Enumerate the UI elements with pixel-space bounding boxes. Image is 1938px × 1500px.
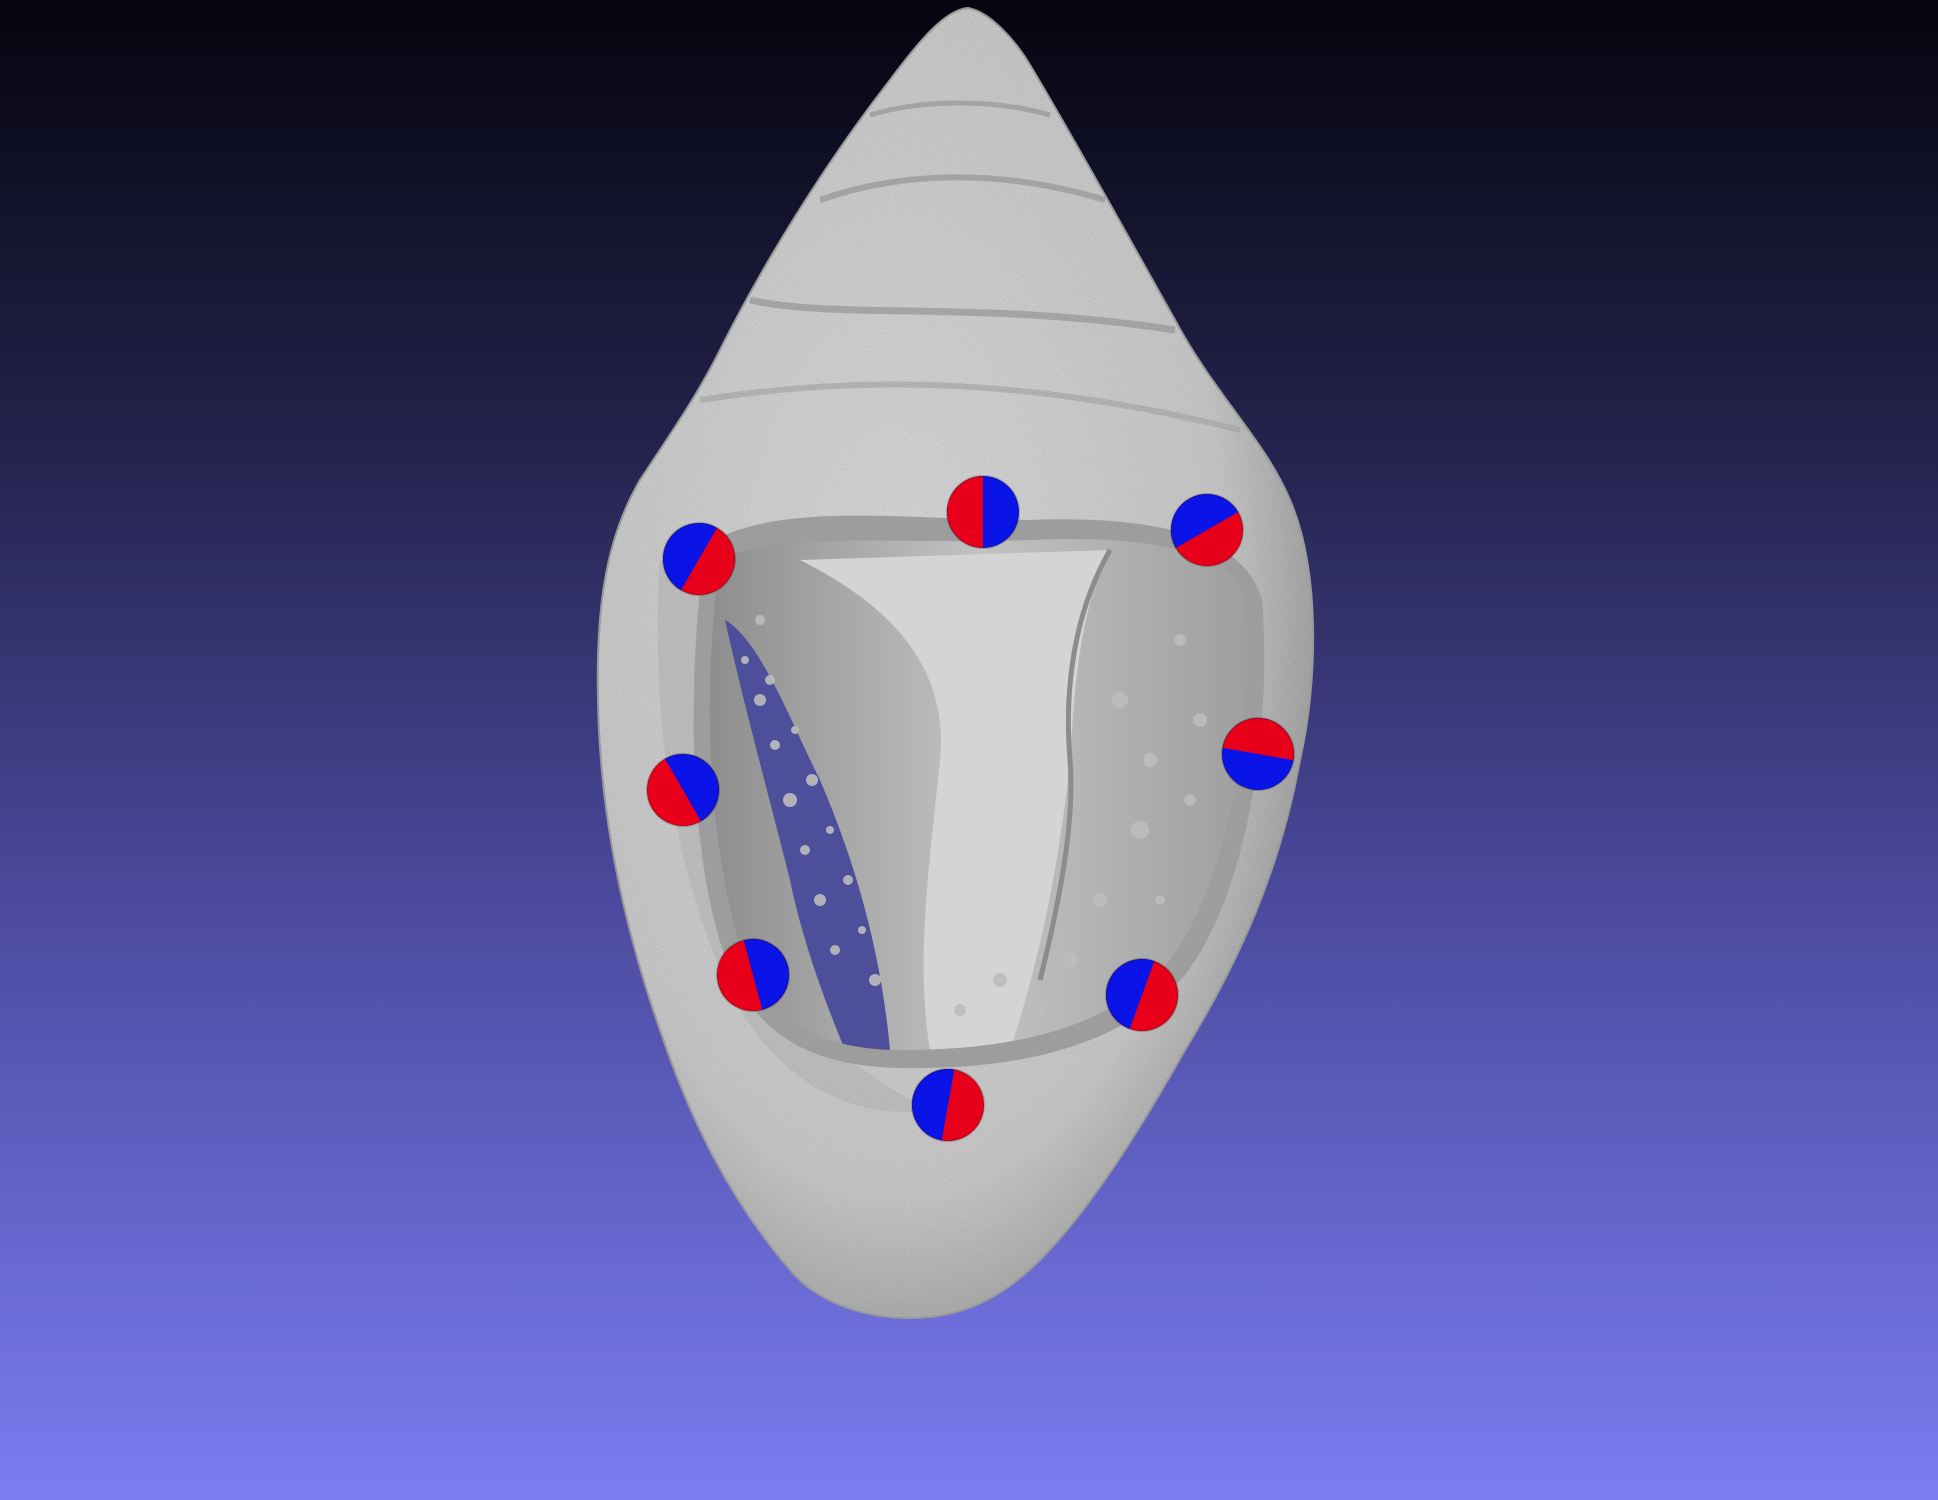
landmark-sphere[interactable] <box>1158 481 1256 579</box>
landmark-half <box>743 939 789 1010</box>
suture-line <box>818 174 1106 203</box>
landmark-outline <box>911 1068 985 1142</box>
landmark-sphere[interactable] <box>1096 949 1188 1041</box>
landmark-sphere[interactable] <box>634 741 732 839</box>
landmark-half <box>665 754 719 822</box>
landmark-outline <box>1221 717 1295 791</box>
landmark-outline <box>662 522 736 596</box>
landmark-outline <box>1105 958 1179 1032</box>
landmark-outline <box>946 475 1020 549</box>
landmark-half <box>1171 494 1239 548</box>
landmark-half <box>1106 959 1155 1029</box>
suture-line <box>869 100 1051 118</box>
landmark-sphere[interactable] <box>906 1063 989 1146</box>
landmark-half <box>947 476 983 548</box>
cavity-hole <box>725 620 890 1050</box>
columella <box>800 550 1110 1050</box>
aperture-cavity <box>693 515 1265 1069</box>
suture-line <box>749 296 1176 334</box>
landmark-half <box>912 1069 955 1141</box>
landmark-outline <box>646 753 720 827</box>
landmark-sphere[interactable] <box>650 510 748 608</box>
suture-line <box>699 381 1241 433</box>
landmark-outline <box>716 938 790 1012</box>
landmark-half <box>1222 718 1294 761</box>
landmark-sphere[interactable] <box>946 475 1020 549</box>
landmark-layer[interactable] <box>634 475 1300 1147</box>
landmark-outline <box>1170 493 1244 567</box>
columella-edge <box>1037 548 1113 981</box>
landmark-sphere[interactable] <box>1216 712 1299 795</box>
landmark-sphere[interactable] <box>709 931 797 1019</box>
porous-texture <box>741 615 1207 1016</box>
landmark-half <box>663 523 717 591</box>
